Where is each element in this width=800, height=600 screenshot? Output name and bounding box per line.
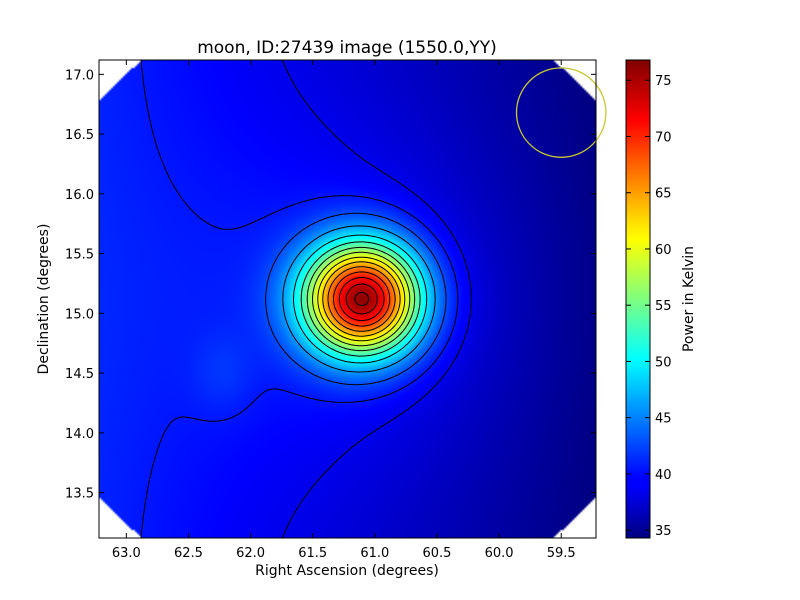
colorbar-tick-label: 70: [655, 130, 672, 145]
contour-level-2: [265, 212, 447, 386]
x-tick-label: 59.5: [547, 546, 576, 561]
colorbar: 35 40 45 50 55 60 65 70 75 Power in Kelvin: [625, 59, 697, 539]
contour-level-0: [281, 60, 472, 538]
x-tick-label: 61.5: [298, 546, 327, 561]
contour-level-14: [354, 291, 370, 306]
x-tick-label: 62.0: [236, 546, 265, 561]
beam-circle: [515, 67, 607, 158]
colorbar-tick-label: 75: [655, 74, 672, 89]
x-axis-label: Right Ascension (degrees): [255, 563, 439, 579]
contour-level-11: [333, 271, 391, 327]
y-tick-label: 15.5: [65, 248, 94, 263]
plot-area: 63.0 62.5 62.0 61.5 61.0 60.5 60.0 59.5 13.5 14.…: [65, 59, 607, 561]
contour-level-13: [345, 283, 378, 315]
y-tick-label: 16.0: [65, 188, 94, 203]
contour-level-1: [140, 60, 459, 538]
colorbar-tick-label: 55: [655, 299, 672, 314]
contour-level-5: [300, 241, 421, 357]
x-tick-label: 60.0: [485, 546, 514, 561]
x-axis-ticks: 63.0 62.5 62.0 61.5 61.0 60.5 60.0 59.5: [112, 60, 576, 561]
y-axis-label: Declination (degrees): [36, 224, 52, 375]
y-axis-ticks: 13.5 14.0 14.5 15.0 15.5 16.0 16.5 17.0: [65, 68, 596, 502]
contour-level-10: [327, 266, 396, 332]
contour-level-8: [317, 256, 406, 342]
colorbar-tick-label: 65: [655, 187, 672, 202]
y-tick-label: 13.5: [65, 487, 94, 502]
contour-lines: [140, 60, 472, 538]
x-tick-label: 62.5: [174, 546, 203, 561]
colorbar-label: Power in Kelvin: [681, 246, 697, 352]
contour-level-12: [338, 277, 385, 321]
heatmap-image: [99, 60, 596, 538]
colorbar-tick-label: 40: [655, 468, 672, 483]
colorbar-ticks: 35 40 45 50 55 60 65 70 75: [626, 74, 672, 539]
colorbar-tick-label: 45: [655, 412, 672, 427]
colorbar-tick-label: 60: [655, 243, 672, 258]
x-tick-label: 61.0: [360, 546, 389, 561]
colorbar-tick-label: 50: [655, 355, 672, 370]
contour-level-7: [312, 251, 411, 347]
x-tick-label: 63.0: [112, 546, 141, 561]
y-tick-label: 17.0: [65, 68, 94, 83]
contour-level-4: [293, 234, 428, 364]
chart-title: moon, ID:27439 image (1550.0,YY): [197, 38, 497, 58]
x-tick-label: 60.5: [422, 546, 451, 561]
contour-level-3: [282, 225, 436, 373]
y-tick-label: 16.5: [65, 128, 94, 143]
colorbar-gradient: [626, 60, 650, 538]
colorbar-frame: [625, 59, 651, 539]
plot-frame: [98, 59, 597, 539]
y-tick-label: 14.0: [65, 427, 94, 442]
contour-level-6: [306, 246, 416, 352]
y-tick-label: 14.5: [65, 367, 94, 382]
colorbar-tick-label: 35: [655, 524, 672, 539]
contour-level-9: [322, 261, 401, 337]
y-tick-label: 15.0: [65, 307, 94, 322]
